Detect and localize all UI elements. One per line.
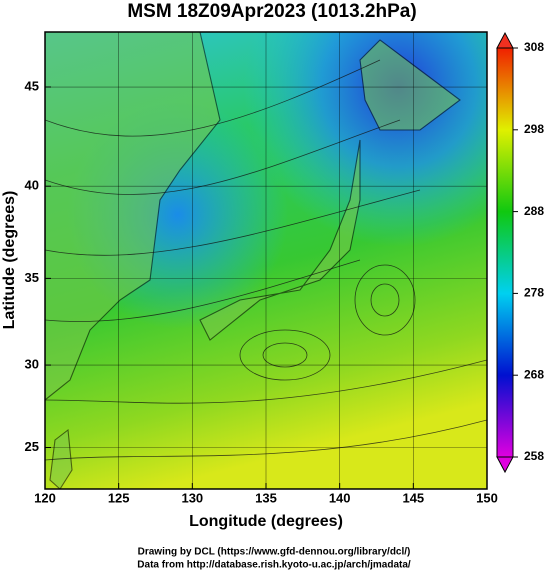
title: MSM 18Z09Apr2023 (1013.2hPa) — [127, 1, 416, 22]
x-tick-label: 135 — [255, 490, 277, 505]
y-tick-label: 45 — [25, 78, 39, 93]
x-tick-label: 120 — [34, 490, 56, 505]
x-axis-label: Longitude (degrees) — [189, 513, 343, 530]
colorbar-max-arrow — [496, 31, 514, 49]
colorbar-tick-label: 268 — [524, 367, 544, 381]
y-tick-label: 35 — [25, 270, 39, 285]
y-axis-label: Latitude (degrees) — [1, 191, 18, 330]
x-tick-label: 140 — [329, 490, 351, 505]
credit: Drawing by DCL (https://www.gfd-dennou.o… — [138, 547, 411, 558]
colorbar-tick-label: 278 — [524, 286, 544, 300]
colorbar-min-arrow — [496, 456, 514, 474]
x-tick-label: 125 — [108, 490, 130, 505]
credit: Data from http://database.rish.kyoto-u.a… — [137, 560, 411, 571]
x-tick-label: 150 — [476, 490, 498, 505]
x-tick-label: 145 — [402, 490, 424, 505]
colorbar-tick-label: 258 — [524, 449, 544, 463]
colorbar-tick-label: 298 — [524, 122, 544, 136]
y-tick-label: 40 — [25, 178, 39, 193]
colorbar-tick-label: 308 — [524, 40, 544, 54]
y-tick-label: 25 — [25, 439, 39, 454]
y-tick-label: 30 — [25, 357, 39, 372]
colorbar — [496, 47, 514, 458]
x-tick-label: 130 — [181, 490, 203, 505]
colorbar-tick-label: 288 — [524, 204, 544, 218]
